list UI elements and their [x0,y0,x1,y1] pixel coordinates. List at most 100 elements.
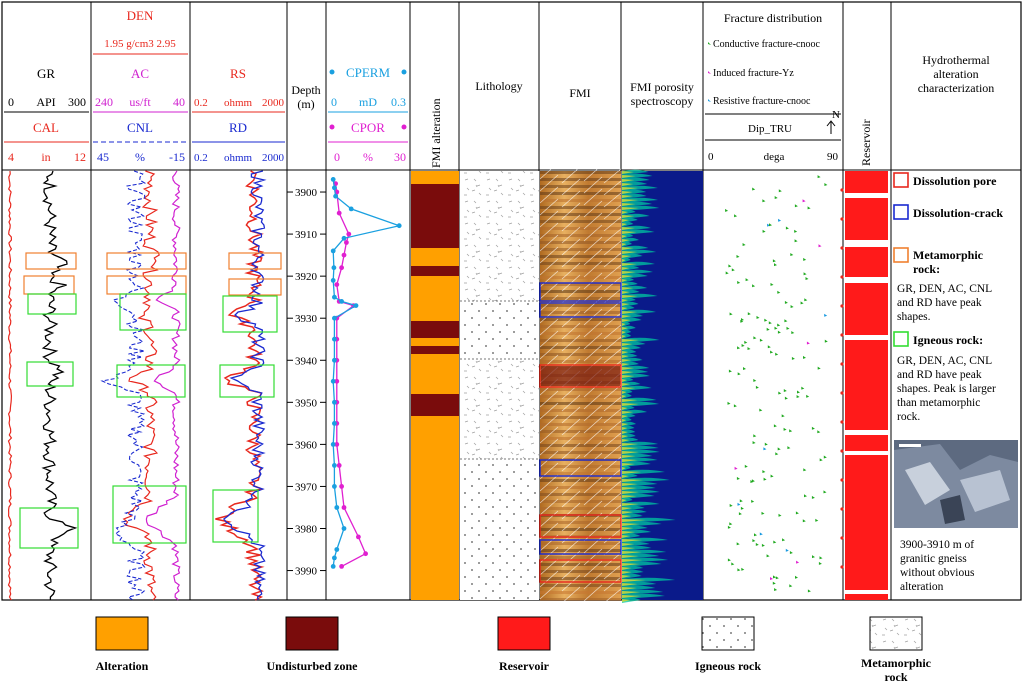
spectrum-lobe [622,425,635,431]
fmi-band [540,549,621,552]
reservoir-marker-4 [840,304,844,308]
cpor-point-19 [341,505,347,510]
ign-desc-1: GR, DEN, AC, CNL [897,355,992,367]
spectrum-core [622,287,634,290]
cal-unit: in [41,150,50,164]
fmi-highlight-box-1 [539,302,622,318]
depth-label-3940: 3940 [295,355,318,367]
ign-desc-2: and RD have peak [897,369,982,381]
spectrum-core [622,307,628,310]
spectrum-lobe [622,573,642,579]
fracture-marker-2 [762,199,766,203]
dip-max: 90 [827,151,839,163]
rs-max: 2000 [262,97,285,109]
spectrum-core [622,355,629,358]
fmi-highlight-box-5 [539,539,622,555]
spectrum-lobe [622,185,658,191]
spectrum-lobe [622,349,637,355]
cnl-unit: % [135,150,145,164]
fmi-porosity-spectrum [622,169,703,603]
cpor-point-21 [363,551,368,557]
depth-label-3950: 3950 [295,397,318,409]
ign-desc-5: rock. [897,411,920,423]
fracture-marker-75 [802,519,806,523]
undisturbed-zone-5 [411,394,459,416]
spectrum-lobe [622,469,665,475]
legend-alteration-label: Alteration [96,659,149,673]
fracture-marker-123 [803,257,807,261]
spectrum-lobe [622,589,664,595]
fracture-marker-33 [752,539,756,542]
cal-curve [7,170,13,601]
fmi-highlight-box-3 [539,459,622,477]
reservoir-marker-10 [840,478,844,482]
perm-track-header: CPERM 0 mD 0.3 CPOR 0 % 30 [328,65,408,164]
cperm-point-0 [330,177,336,182]
spectrum-core [622,387,636,390]
spectrum-core [622,571,632,574]
spectrum-lobe [622,273,648,279]
spectrum-lobe [622,269,653,275]
legend-metamorphic-swatch [869,616,923,651]
fracture-marker-62 [818,244,822,248]
igneous-zone-1 [460,301,539,359]
fmi-sinusoid [539,318,622,340]
fracture-marker-27 [769,223,772,227]
fmi-band [540,486,621,489]
cpor-point-22 [339,564,344,569]
fracture-marker-3 [752,284,756,288]
fracture-marker-89 [784,319,788,323]
fracture-marker-135 [795,575,798,579]
fracture-marker-63 [744,340,748,344]
reservoir-marker-6 [840,362,844,366]
spectrum-core [622,463,635,466]
spectrum-core [622,483,638,486]
fmi-sinusoid [539,558,622,580]
spectrum-core [622,283,630,286]
spectrum-lobe [622,193,647,199]
spectrum-core [622,215,635,218]
log-highlight-box-10 [222,295,278,333]
legend-undisturbed-swatch [285,616,339,651]
fracture-marker-121 [762,470,766,473]
spectrum-core [622,583,638,586]
fracture-marker-78 [737,280,741,284]
ign-desc-3: shapes. Peak is larger [897,383,996,395]
spectrum-core [622,367,635,370]
cperm-point-3 [348,206,354,212]
depth-label-3960: 3960 [295,439,318,451]
fracture-marker-115 [801,386,805,390]
rd-label: RD [229,120,247,135]
fmi-sinusoid [539,402,622,424]
fmi-band [540,199,621,202]
spectrum-core [622,531,636,534]
spectrum-lobe [622,277,634,283]
fmi-band [540,395,621,398]
fmi-band [540,206,621,209]
fracture-marker-140 [745,278,749,282]
spectrum-lobe [622,173,653,179]
spectrum-lobe [622,597,641,603]
fracture-marker-91 [773,540,777,544]
fracture-marker-67 [812,555,815,559]
legend-reservoir-label: Reservoir [499,659,550,673]
rd-min: 0.2 [194,152,208,164]
cperm-point-20 [332,484,337,489]
log-highlight-box-9 [116,364,186,398]
fmi-sinusoid [539,390,622,412]
cperm-point-8 [330,278,336,283]
metamorphic-zone-2 [460,359,539,459]
rs-rd-curves [215,170,267,601]
fracture-marker-108 [741,343,745,347]
spectrum-lobe [622,245,649,251]
hydro-label-2: alteration [933,67,978,81]
fmi-band [540,318,621,321]
fracture-marker-81 [819,556,823,560]
fracture-marker-59 [773,575,776,579]
spectrum-lobe [622,569,644,575]
fracture-marker-23 [764,318,768,322]
cpor-point-2 [336,210,342,216]
log-highlight-box-8 [119,293,187,331]
den-ac-cnl-curves [100,170,181,601]
spectrum-lobe [622,361,639,367]
